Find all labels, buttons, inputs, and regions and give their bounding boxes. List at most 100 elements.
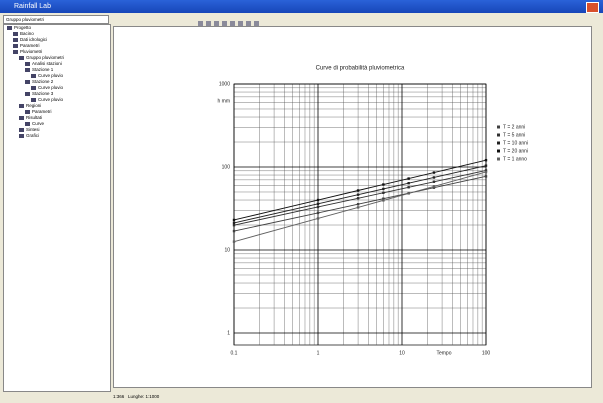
- tree-item[interactable]: Stazione 1: [4, 67, 110, 73]
- tree-item[interactable]: Regioni: [4, 103, 110, 109]
- tree-label: Dati idrologici: [20, 37, 48, 42]
- status-left: 1:366: [113, 394, 125, 399]
- tree-label: Sintesi: [26, 127, 40, 132]
- tree-item[interactable]: Stazione 3: [4, 91, 110, 97]
- tree-icon: [25, 121, 30, 126]
- data-point: [432, 185, 436, 188]
- chart-title: Curve di probabilità pluviometrica: [316, 66, 405, 72]
- y-tick-label: 100: [222, 164, 231, 170]
- tree-icon: [19, 115, 24, 120]
- tree-icon: [25, 67, 30, 72]
- tree-item[interactable]: Parametri: [4, 109, 110, 115]
- tree-panel: Progetto Bacino Dati idrologici Parametri Pl…: [3, 24, 111, 392]
- tree-label: Bacino: [20, 31, 34, 36]
- tree-item[interactable]: Bacino: [4, 31, 110, 37]
- title-bar: Rainfall Lab: [0, 0, 603, 13]
- close-button[interactable]: [586, 2, 599, 13]
- data-point: [382, 197, 385, 200]
- tree-item[interactable]: Curve: [4, 121, 110, 127]
- tree-icon: [25, 79, 30, 84]
- tree-label: Curve: [32, 121, 45, 126]
- tree-item[interactable]: Risultati: [4, 115, 110, 121]
- tree-item[interactable]: Pluviometri: [4, 49, 110, 55]
- tree-label: Stazione 1: [32, 67, 54, 72]
- y-axis-label: h mm: [218, 98, 231, 104]
- x-tick-label: 1: [317, 350, 320, 356]
- x-tick-label: 0.1: [231, 350, 238, 356]
- tree-label: Grafici: [26, 133, 40, 138]
- data-point: [407, 192, 410, 195]
- tree-item[interactable]: Progetto: [4, 25, 110, 31]
- tree-icon: [7, 25, 12, 30]
- legend-label: T = 1 anno: [503, 156, 527, 162]
- data-point: [316, 217, 320, 220]
- tree-icon: [13, 37, 18, 42]
- tree-icon: [13, 43, 18, 48]
- tree-item[interactable]: Stazione 2: [4, 79, 110, 85]
- tree-item[interactable]: Dati idrologici: [4, 37, 110, 43]
- data-point: [356, 189, 360, 192]
- x-tick-label: 10: [399, 350, 405, 356]
- x-tick-label: 100: [482, 350, 491, 356]
- legend-label: T = 10 anni: [503, 140, 528, 146]
- tree-label: Analisi stazioni: [32, 61, 62, 66]
- tree-item[interactable]: Curve pluvio: [4, 85, 110, 91]
- data-point: [407, 177, 410, 180]
- combo-box[interactable]: Gruppo pluviometri: [3, 15, 109, 24]
- data-point: [316, 205, 320, 209]
- tree-item[interactable]: Analisi stazioni: [4, 61, 110, 67]
- tree-icon: [31, 97, 36, 102]
- legend-label: T = 20 anni: [503, 148, 528, 154]
- data-point: [432, 180, 436, 183]
- x-axis-label: Tempo: [436, 350, 451, 356]
- y-tick-label: 1000: [219, 81, 230, 87]
- data-point: [382, 183, 385, 186]
- data-point: [356, 206, 360, 209]
- tree-icon: [25, 109, 30, 114]
- tree-icon: [13, 49, 18, 54]
- tree-icon: [31, 73, 36, 78]
- legend-label: T = 5 anni: [503, 132, 525, 138]
- tree-label: Curve pluvio: [38, 73, 64, 78]
- data-point: [432, 186, 436, 189]
- data-point: [356, 197, 360, 200]
- tree-item[interactable]: Grafici: [4, 133, 110, 139]
- data-point: [484, 170, 488, 174]
- tree-item[interactable]: Curve pluvio: [4, 97, 110, 103]
- data-point: [316, 198, 320, 202]
- data-point: [484, 164, 488, 167]
- tree-icon: [31, 85, 36, 90]
- data-point: [432, 176, 436, 179]
- data-point: [316, 211, 320, 215]
- tree-label: Stazione 3: [32, 91, 54, 96]
- data-point: [232, 223, 236, 227]
- status-right: Lunghe: 1:1000: [128, 394, 160, 399]
- y-tick-label: 1: [227, 330, 230, 336]
- tree-item[interactable]: Gruppo pluviometri: [4, 55, 110, 61]
- data-point: [407, 181, 410, 185]
- tree-icon: [19, 133, 24, 138]
- tree-label: Curve pluvio: [38, 85, 64, 90]
- tree-label: Curve pluvio: [38, 97, 64, 102]
- tree-item[interactable]: Parametri: [4, 43, 110, 49]
- data-point: [232, 218, 236, 222]
- legend-label: T = 2 anni: [503, 124, 525, 130]
- toolbar-icons: [198, 21, 259, 26]
- legend-swatch: [497, 141, 500, 145]
- data-point: [382, 199, 385, 202]
- data-point: [407, 186, 410, 189]
- data-point: [232, 229, 236, 233]
- tree-item[interactable]: Curve pluvio: [4, 73, 110, 79]
- chart-panel: Curve di probabilità pluviometrica 0.1 1 10…: [113, 26, 592, 388]
- data-point: [316, 202, 320, 206]
- tree-icon: [19, 55, 24, 60]
- legend-swatch: [497, 157, 500, 161]
- tree-icon: [19, 103, 24, 108]
- tree-icon: [19, 127, 24, 132]
- tree-label: Parametri: [20, 43, 40, 48]
- tree-label: Regioni: [26, 103, 42, 108]
- data-point: [232, 221, 236, 225]
- tree-item[interactable]: Sintesi: [4, 127, 110, 133]
- data-point: [432, 171, 436, 174]
